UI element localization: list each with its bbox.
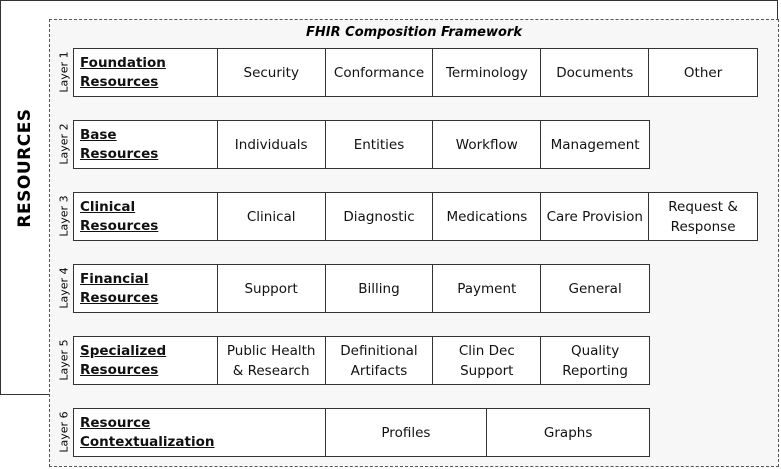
resource-category: Graphs <box>543 424 593 441</box>
resource-category: General <box>568 280 622 297</box>
resource-category: Definitional Artifacts <box>326 337 434 384</box>
resource-category: Other <box>683 64 723 81</box>
layer-name: Clinical Resources <box>74 193 218 240</box>
layer-label: Layer 1 <box>57 51 71 93</box>
resource-category: Conformance <box>326 49 434 96</box>
layer-row: Specialized Resources Public Health & Res… <box>73 336 650 385</box>
resource-category: Terminology <box>433 49 542 96</box>
layer-row: Foundation Resources Security Conformance T… <box>73 48 758 97</box>
resource-category: Entities <box>326 121 434 168</box>
diagram-title: FHIR Composition Framework <box>306 25 522 40</box>
resource-category: Quality Reporting <box>562 342 628 379</box>
layer-name: Financial Resources <box>74 265 218 312</box>
layer-name: Base Resources <box>74 121 218 168</box>
resource-category: Documents <box>541 49 650 96</box>
resource-category: Profiles <box>326 409 488 456</box>
layer-label: Layer 2 <box>57 123 71 165</box>
resource-category: Clin Dec Support <box>433 337 542 384</box>
resource-category: Diagnostic <box>326 193 434 240</box>
resource-category: Care Provision <box>541 193 650 240</box>
resource-category: Billing <box>326 265 434 312</box>
resource-category: Workflow <box>433 121 542 168</box>
resource-category: Medications <box>433 193 542 240</box>
layer-label: Layer 3 <box>57 195 71 237</box>
resources-label: RESOURCES <box>15 108 35 228</box>
resource-category: Public Health & Research <box>218 337 326 384</box>
layer-row: Clinical Resources Clinical Diagnostic Medi… <box>73 192 758 241</box>
layer-row: Financial Resources Support Billing Payment… <box>73 264 650 313</box>
layer-label: Layer 6 <box>57 411 71 453</box>
layer-name: Specialized Resources <box>74 337 218 384</box>
resource-category: Individuals <box>218 121 326 168</box>
resource-category: Clinical <box>218 193 326 240</box>
layer-row: Resource Contextualization Profiles Graphs <box>73 408 650 457</box>
resource-category: Request & Response <box>668 198 738 235</box>
layer-name: Resource Contextualization <box>74 409 326 456</box>
resource-category: Management <box>550 136 640 153</box>
resource-category: Support <box>218 265 326 312</box>
layer-label: Layer 4 <box>57 267 71 309</box>
layer-label: Layer 5 <box>57 339 71 381</box>
layer-name: Foundation Resources <box>74 49 218 96</box>
resource-category: Security <box>218 49 326 96</box>
layer-row: Base Resources Individuals Entities Workflo… <box>73 120 650 169</box>
resource-category: Payment <box>433 265 542 312</box>
